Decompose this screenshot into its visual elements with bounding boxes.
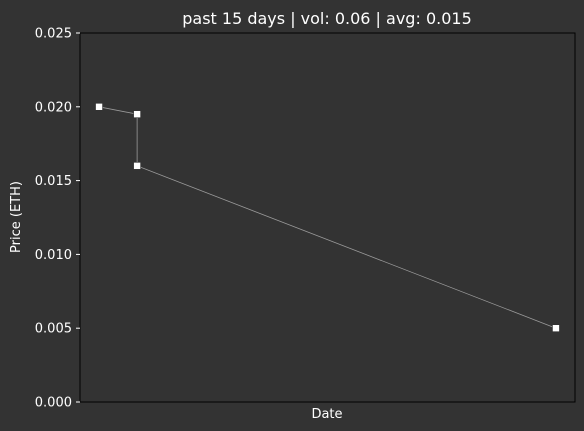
series-line bbox=[98, 106, 557, 329]
y-tick-label: 0.020 bbox=[35, 100, 72, 115]
data-point bbox=[133, 162, 141, 170]
y-axis-label: Price (ETH) bbox=[9, 181, 24, 253]
plot-frame bbox=[79, 32, 576, 403]
y-tick-label: 0.010 bbox=[35, 248, 72, 263]
chart-title: past 15 days | vol: 0.06 | avg: 0.015 bbox=[182, 9, 472, 28]
plot-area: 0.000 0.005 0.010 0.015 0.020 0.025 bbox=[35, 27, 576, 411]
series-layer bbox=[95, 103, 560, 333]
y-tick-label: 0.000 bbox=[35, 396, 72, 411]
y-tick-label: 0.005 bbox=[35, 322, 72, 337]
y-tick-label: 0.025 bbox=[35, 27, 72, 42]
y-tick-label: 0.015 bbox=[35, 174, 72, 189]
data-point bbox=[552, 324, 560, 333]
x-axis-label: Date bbox=[311, 407, 342, 422]
y-axis: 0.000 0.005 0.010 0.015 0.020 0.025 bbox=[35, 27, 80, 411]
data-point bbox=[133, 110, 141, 118]
data-point bbox=[95, 103, 103, 111]
